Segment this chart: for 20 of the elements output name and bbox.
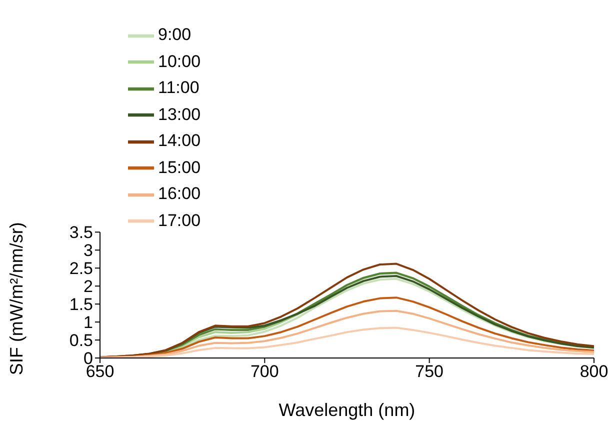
x-axis-title: Wavelength (nm) xyxy=(278,400,416,420)
y-tick-label: 1 xyxy=(84,313,93,332)
x-tick-label: 700 xyxy=(250,362,279,382)
legend-label: 13:00 xyxy=(158,104,201,124)
y-tick-label: 3.5 xyxy=(69,223,93,242)
legend-label: 10:00 xyxy=(158,52,201,71)
legend-label: 11:00 xyxy=(158,78,200,98)
x-tick-label: 750 xyxy=(415,362,444,382)
y-axis-title: SIF (mW/m²/nm/sr) xyxy=(6,222,26,376)
legend-label: 16:00 xyxy=(158,184,201,204)
y-tick-label: 3 xyxy=(84,241,93,260)
legend-label: 9:00 xyxy=(158,25,192,44)
y-tick-label: 1.5 xyxy=(69,295,93,314)
y-tick-label: 0.5 xyxy=(69,331,93,350)
x-tick-label: 800 xyxy=(580,362,608,382)
legend-label: 15:00 xyxy=(158,158,201,177)
legend-label: 17:00 xyxy=(158,210,201,230)
y-tick-label: 2.5 xyxy=(69,259,93,278)
y-tick-label: 2 xyxy=(84,277,93,296)
legend-label: 14:00 xyxy=(158,131,201,150)
